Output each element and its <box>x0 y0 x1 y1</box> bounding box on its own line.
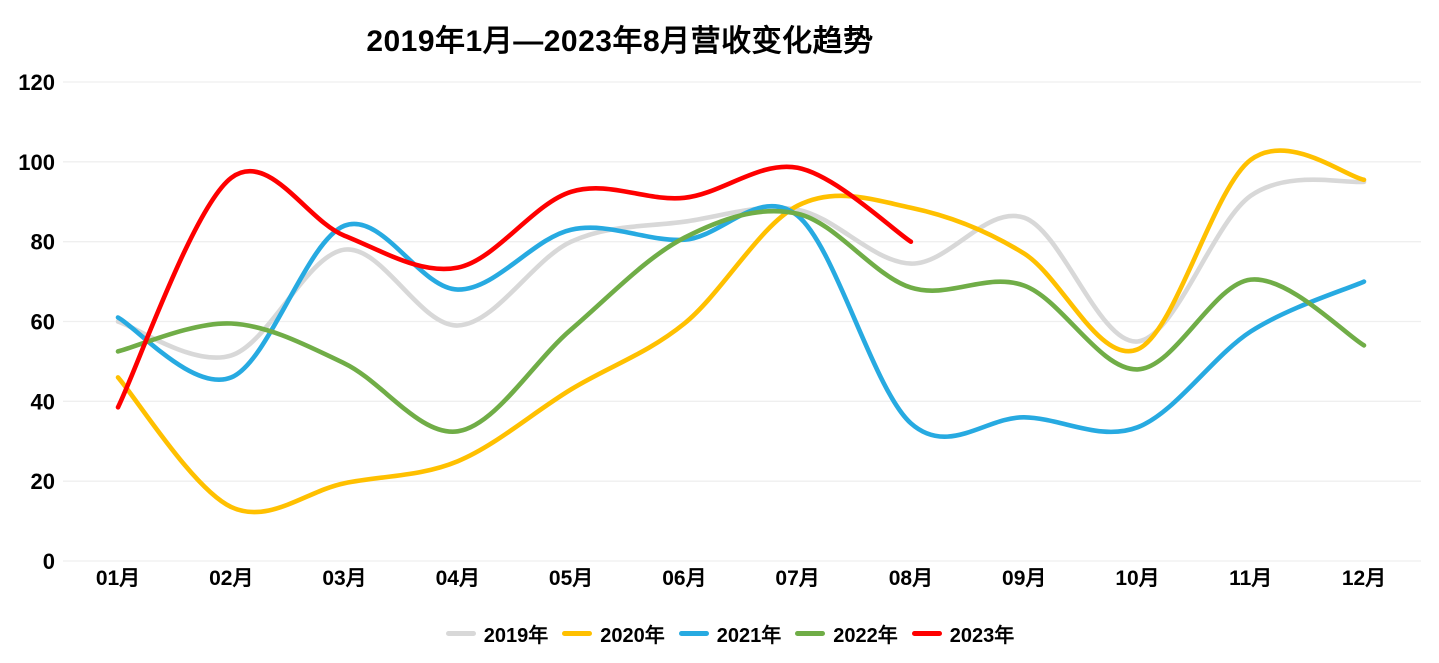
x-axis-tick-label: 02月 <box>209 567 253 590</box>
gridlines <box>63 81 1421 562</box>
legend-swatch-icon <box>562 631 593 636</box>
chart-title: 2019年1月—2023年8月营收变化趋势 <box>366 25 874 58</box>
legend-label: 2023年 <box>949 625 1015 647</box>
x-axis-tick-label: 08月 <box>889 567 933 590</box>
x-axis-tick-label: 12月 <box>1342 567 1386 590</box>
series-line-2020年 <box>115 148 1367 515</box>
x-axis-tick-label: 09月 <box>1002 567 1046 590</box>
y-axis-labels: 0 20 40 60 80 100 120 <box>18 70 55 574</box>
legend-label: 2022年 <box>833 625 898 647</box>
legend-item-2020年: 2020年 <box>562 619 665 648</box>
x-axis-tick-label: 06月 <box>662 567 706 590</box>
x-axis-labels: 01月 02月 03月 04月 05月 06月 07月 08月 09月 10月 11月 12月 <box>96 567 1386 590</box>
x-axis-tick-label: 04月 <box>436 567 480 590</box>
series-lines <box>115 148 1367 515</box>
x-axis-tick-label: 03月 <box>322 567 366 590</box>
legend-swatch-icon <box>911 631 942 636</box>
series-line-2022年 <box>115 208 1367 434</box>
y-axis-tick-label: 40 <box>31 389 55 414</box>
legend-swatch-icon <box>445 631 476 636</box>
y-axis-tick-label: 60 <box>31 310 55 335</box>
legend-item-2021年: 2021年 <box>678 619 782 648</box>
legend-item-2019年: 2019年 <box>445 619 549 648</box>
x-axis-tick-label: 01月 <box>96 567 140 590</box>
legend-label: 2019年 <box>483 625 549 647</box>
series-line-2023年 <box>115 164 914 410</box>
y-axis-tick-label: 100 <box>18 150 55 175</box>
y-axis-tick-label: 120 <box>18 70 55 95</box>
legend: 2019年 2020年 2021年 2022年 2023年 <box>20 619 1439 648</box>
x-axis-tick-label: 10月 <box>1115 567 1159 590</box>
y-axis-tick-label: 20 <box>31 469 55 494</box>
x-axis-tick-label: 05月 <box>549 567 593 590</box>
x-axis-tick-label: 07月 <box>775 567 819 590</box>
legend-label: 2021年 <box>716 625 782 647</box>
legend-item-2023年: 2023年 <box>911 619 1015 648</box>
legend-swatch-icon <box>678 631 709 636</box>
y-axis-tick-label: 0 <box>43 549 55 574</box>
legend-label: 2020年 <box>600 625 665 647</box>
legend-swatch-icon <box>795 631 826 636</box>
y-axis-tick-label: 80 <box>31 230 55 255</box>
x-axis-tick-label: 11月 <box>1229 567 1272 590</box>
legend-item-2022年: 2022年 <box>795 619 898 648</box>
